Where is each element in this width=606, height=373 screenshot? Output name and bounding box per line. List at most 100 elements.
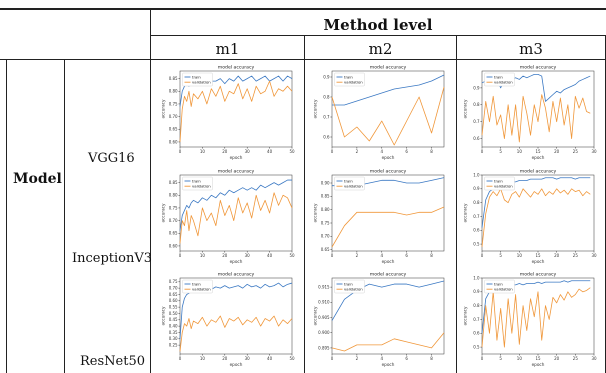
x-tick-label: 6 xyxy=(405,253,408,258)
x-tick-label: 50 xyxy=(289,356,295,361)
legend-label-validation: validation xyxy=(344,287,363,292)
legend-label-train: train xyxy=(344,74,353,79)
legend-label-validation: validation xyxy=(344,80,363,85)
y-tick-label: 0.915 xyxy=(318,285,330,290)
legend-label-train: train xyxy=(192,74,201,79)
y-tick-label: 0.8 xyxy=(473,102,480,107)
x-tick-label: 30 xyxy=(245,356,251,361)
chart-inceptionv3-m2: model accuracy 0 2 4 6 8 0.65 0.70 0.75 0.80 0.85 0… xyxy=(313,169,445,264)
m1-m2-rule xyxy=(304,35,305,373)
y-tick-label: 0.85 xyxy=(321,194,330,199)
y-tick-label: 0.9 xyxy=(473,186,480,191)
chart-title: model accuracy xyxy=(520,65,557,71)
x-tick-label: 0 xyxy=(481,356,484,361)
x-axis-label: epoch xyxy=(382,155,395,160)
series-validation-line xyxy=(331,332,445,352)
y-tick-label: 0.8 xyxy=(473,303,480,308)
x-tick-label: 20 xyxy=(222,149,228,154)
legend-box xyxy=(182,279,213,294)
y-tick-label: 0.70 xyxy=(169,114,178,119)
x-tick-label: 4 xyxy=(381,149,384,154)
row-label-vgg16: VGG16 xyxy=(88,151,135,166)
left-vertical-rule xyxy=(150,8,151,373)
x-tick-label: 30 xyxy=(245,253,251,258)
x-tick-label: 0 xyxy=(481,253,484,258)
column-header-rule xyxy=(0,59,606,60)
y-axis-label: accuracy xyxy=(161,306,166,325)
y-tick-label: 0.75 xyxy=(321,220,330,225)
x-tick-label: 15 xyxy=(535,149,541,154)
x-tick-label: 0 xyxy=(331,253,334,258)
y-tick-label: 0.910 xyxy=(318,300,330,305)
column-header-m2: m2 xyxy=(368,40,393,58)
series-train-line xyxy=(331,280,445,321)
y-tick-label: 0.75 xyxy=(169,205,178,210)
row-label-resnet50: ResNet50 xyxy=(80,354,145,369)
chart-vgg16-m3: model accuracy 0 5 10 15 20 25 30 0.6 0.7 0.8 0.9 ep… xyxy=(463,65,597,161)
y-tick-label: 0.7 xyxy=(473,119,480,124)
x-axis-label: epoch xyxy=(532,155,545,160)
legend-label-validation: validation xyxy=(192,80,211,85)
y-axis-label: accuracy xyxy=(313,306,318,325)
x-tick-label: 30 xyxy=(591,253,597,258)
x-tick-label: 15 xyxy=(535,253,541,258)
x-tick-label: 4 xyxy=(381,356,384,361)
x-axis-label: epoch xyxy=(532,259,545,264)
x-tick-label: 0 xyxy=(179,149,182,154)
x-tick-label: 5 xyxy=(499,253,502,258)
x-axis-label: epoch xyxy=(230,155,243,160)
y-tick-label: 0.30 xyxy=(169,336,178,341)
x-tick-label: 8 xyxy=(430,149,433,154)
legend-label-validation: validation xyxy=(494,287,513,292)
method-level-header: Method level xyxy=(323,16,433,34)
x-tick-label: 0 xyxy=(331,149,334,154)
x-tick-label: 40 xyxy=(267,149,273,154)
series-train-line xyxy=(481,73,591,102)
chart-inceptionv3-m1: model accuracy 0 10 20 30 40 50 0.60 0.65 0.70 0.7… xyxy=(161,169,295,265)
x-tick-label: 0 xyxy=(179,253,182,258)
y-tick-label: 0.9 xyxy=(323,74,330,79)
column-header-m1: m1 xyxy=(215,40,240,58)
y-tick-label: 1.0 xyxy=(473,172,480,177)
chart-title: model accuracy xyxy=(520,272,557,278)
y-tick-label: 0.65 xyxy=(169,231,178,236)
legend-label-train: train xyxy=(494,281,503,286)
x-tick-label: 2 xyxy=(356,149,359,154)
x-tick-label: 50 xyxy=(289,253,295,258)
y-tick-label: 0.80 xyxy=(321,207,330,212)
chart-title: model accuracy xyxy=(218,272,255,278)
y-tick-label: 0.55 xyxy=(169,305,178,310)
y-tick-label: 0.7 xyxy=(473,317,480,322)
y-tick-label: 0.6 xyxy=(473,136,480,141)
chart-title: model accuracy xyxy=(218,169,255,175)
y-tick-label: 0.80 xyxy=(169,193,178,198)
y-tick-label: 0.895 xyxy=(318,345,330,350)
legend-label-train: train xyxy=(344,178,353,183)
legend-label-train: train xyxy=(192,281,201,286)
x-tick-label: 20 xyxy=(554,253,560,258)
x-axis-label: epoch xyxy=(532,362,545,367)
x-tick-label: 2 xyxy=(356,356,359,361)
x-tick-label: 8 xyxy=(430,356,433,361)
x-tick-label: 20 xyxy=(222,356,228,361)
legend-box xyxy=(334,72,365,87)
legend-box xyxy=(334,176,365,191)
x-tick-label: 50 xyxy=(289,149,295,154)
series-validation-line xyxy=(331,206,445,248)
y-tick-label: 0.40 xyxy=(169,324,178,329)
y-tick-label: 0.905 xyxy=(318,315,330,320)
method-header-rule xyxy=(150,35,606,36)
legend-box xyxy=(334,279,365,294)
y-tick-label: 0.5 xyxy=(473,241,480,246)
x-tick-label: 10 xyxy=(200,253,206,258)
y-tick-label: 0.70 xyxy=(321,234,330,239)
y-axis-label: accuracy xyxy=(313,203,318,222)
x-tick-label: 40 xyxy=(267,356,273,361)
legend-box xyxy=(182,72,213,87)
y-tick-label: 0.70 xyxy=(169,286,178,291)
